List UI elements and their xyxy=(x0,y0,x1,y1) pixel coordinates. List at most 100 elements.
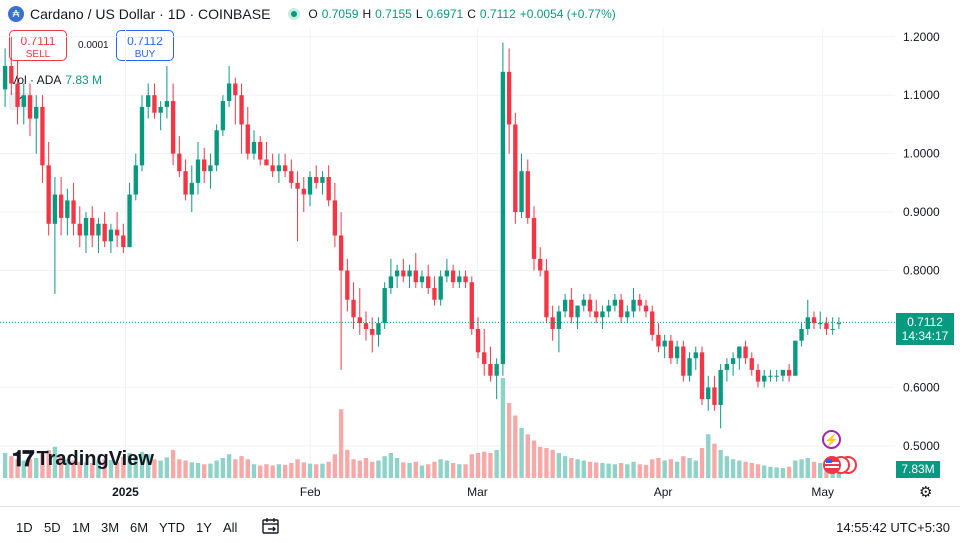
volume-bar xyxy=(805,458,810,478)
settings-icon[interactable]: ⚙ xyxy=(919,484,933,501)
volume-bar xyxy=(482,451,487,478)
collapse-legend-button[interactable]: ⌃ xyxy=(9,93,34,110)
volume-bar xyxy=(301,462,306,478)
candle-body xyxy=(463,276,468,283)
volume-bar xyxy=(494,449,499,478)
timeframe-1y[interactable]: 1Y xyxy=(196,520,212,535)
high-value: 0.7155 xyxy=(375,7,412,21)
candle-body xyxy=(158,106,163,113)
volume-bar xyxy=(158,460,163,478)
timeframe-all[interactable]: All xyxy=(223,520,238,535)
x-tick-label: 2025 xyxy=(112,485,139,499)
candle-body xyxy=(2,65,8,90)
lightning-icon[interactable]: ⚡ xyxy=(822,430,841,449)
chart-grid xyxy=(0,28,895,480)
volume-bar xyxy=(743,461,748,478)
volume-legend[interactable]: Vol · ADA 7.83 M xyxy=(10,73,102,87)
symbol-title[interactable]: Cardano / US Dollar · 1D · COINBASE xyxy=(30,6,271,22)
chevron-up-icon: ⌃ xyxy=(17,96,26,107)
candle-body xyxy=(307,177,313,195)
volume-bar xyxy=(469,454,474,478)
candle-body xyxy=(594,311,599,318)
sell-label: SELL xyxy=(25,49,51,60)
volume-bar xyxy=(332,454,338,478)
volume-bar xyxy=(320,463,325,478)
candle-body xyxy=(276,165,282,172)
candle-body xyxy=(413,270,418,283)
candle-body xyxy=(718,369,723,405)
candle-body xyxy=(631,299,636,312)
volume-bar xyxy=(836,471,842,478)
candle-body xyxy=(506,71,512,125)
buy-price: 0.7112 xyxy=(127,34,163,48)
timeframe-1m[interactable]: 1M xyxy=(72,520,91,535)
candle-body xyxy=(556,311,562,329)
x-tick-label: Apr xyxy=(654,485,673,499)
volume-bar xyxy=(102,459,107,478)
candle-body xyxy=(755,369,761,382)
candle-body xyxy=(793,340,798,376)
candle-body xyxy=(681,346,686,376)
sell-button[interactable]: 0.7111 SELL xyxy=(9,30,67,61)
volume-bar xyxy=(90,463,95,478)
timeframe-5d[interactable]: 5D xyxy=(44,520,61,535)
candle-body xyxy=(345,270,350,300)
volume-bar xyxy=(730,459,736,478)
candle-body xyxy=(737,346,742,359)
candle-body xyxy=(127,194,132,248)
volume-bar xyxy=(370,461,375,478)
volume-bar xyxy=(475,453,481,478)
volume-bar xyxy=(170,449,176,478)
volume-bar xyxy=(681,456,686,478)
timeframe-3m[interactable]: 3M xyxy=(101,520,120,535)
date-range-calendar-icon[interactable] xyxy=(261,516,281,536)
volume-bar xyxy=(594,462,599,478)
tradingview-logo[interactable]: 𝟏𝟕 TradingView xyxy=(12,446,154,472)
candle-body xyxy=(21,95,26,107)
candlestick-chart[interactable]: 1.2000 1.1000 1.0000 0.9000 0.8000 0.6000 0.50… xyxy=(0,28,960,506)
candle-body xyxy=(569,299,574,318)
candle-body xyxy=(320,177,325,183)
volume-bar xyxy=(264,464,269,478)
volume-bar xyxy=(600,463,605,478)
candle-body xyxy=(357,317,362,324)
volume-bar xyxy=(724,456,730,478)
candle-body xyxy=(195,159,201,183)
candle-body xyxy=(170,101,176,154)
candle-body xyxy=(282,165,288,172)
volume-bar xyxy=(755,464,761,478)
candle-body xyxy=(9,65,14,84)
x-tick-label: May xyxy=(811,485,834,499)
candle-body xyxy=(730,358,736,365)
volume-bar xyxy=(432,461,437,478)
candle-body xyxy=(575,305,580,318)
timeframe-6m[interactable]: 6M xyxy=(130,520,149,535)
candle-body xyxy=(77,223,82,236)
candle-body xyxy=(40,106,45,166)
volume-bar xyxy=(326,461,331,478)
economic-events-flags-icon[interactable] xyxy=(820,455,860,475)
candle-body xyxy=(799,328,804,341)
volume-bar xyxy=(457,464,462,478)
clock-timezone[interactable]: 14:55:42 UTC+5:30 xyxy=(836,520,950,535)
candle-body xyxy=(743,346,748,359)
open-label: O xyxy=(308,7,318,21)
candle-body xyxy=(27,95,33,119)
volume-bar xyxy=(612,464,618,478)
candle-body xyxy=(762,375,767,382)
buy-button[interactable]: 0.7112 BUY xyxy=(116,30,174,61)
candle-body xyxy=(581,299,586,306)
volume-bar xyxy=(152,459,157,478)
candle-body xyxy=(712,387,717,405)
volume-bar xyxy=(164,457,170,478)
candle-body xyxy=(687,358,692,376)
timeframe-ytd[interactable]: YTD xyxy=(159,520,185,535)
volume-label: Vol · ADA xyxy=(10,73,62,87)
volume-bar xyxy=(643,464,649,478)
volume-bar xyxy=(444,460,450,478)
time-axis: 2025 Feb Mar Apr May xyxy=(112,485,834,499)
timeframe-1d[interactable]: 1D xyxy=(16,520,33,535)
volume-bar xyxy=(40,454,45,478)
candle-body xyxy=(351,299,356,318)
candle-body xyxy=(177,153,182,172)
